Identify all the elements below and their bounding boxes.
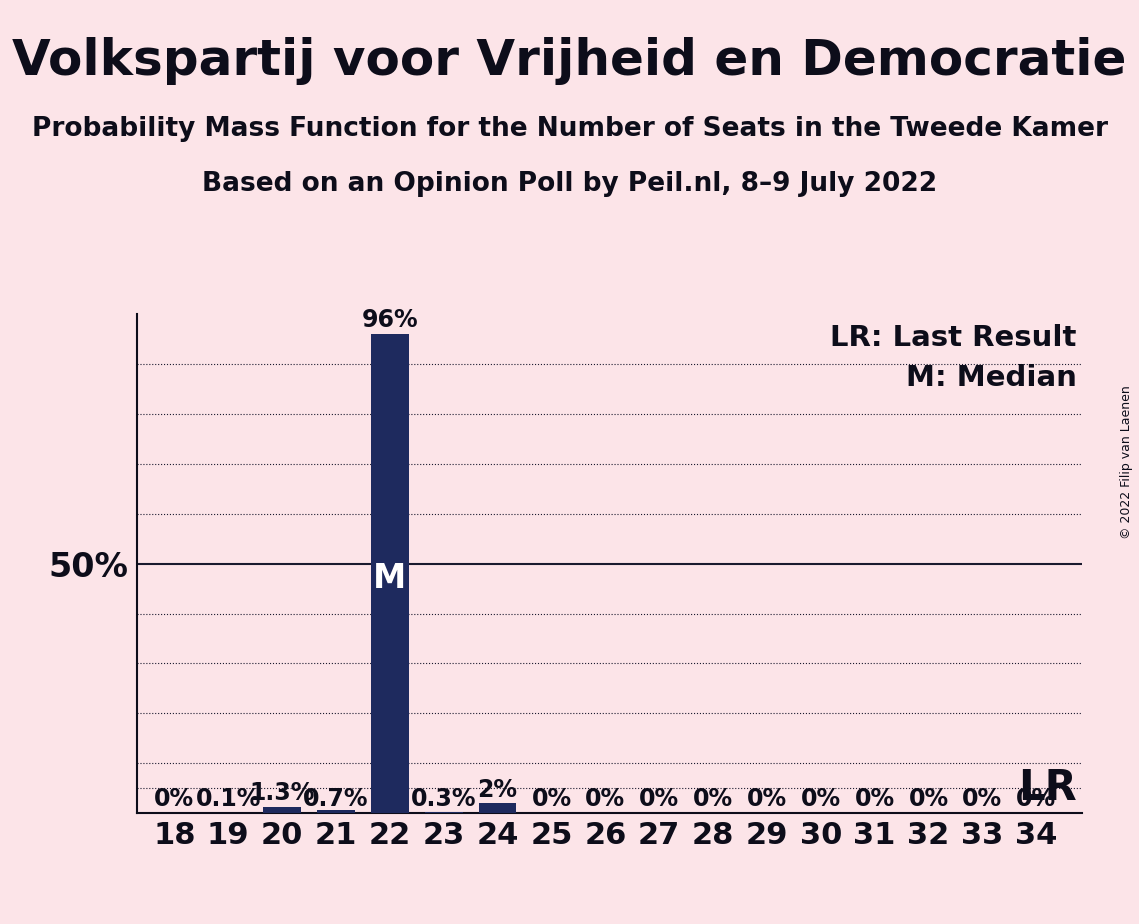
Text: 0%: 0% [154,786,195,810]
Text: 0%: 0% [585,786,625,810]
Text: 2%: 2% [477,778,517,802]
Text: 0%: 0% [532,786,572,810]
Text: 0.7%: 0.7% [303,786,369,810]
Text: M: M [374,562,407,595]
Text: 0.3%: 0.3% [411,786,476,810]
Text: LR: Last Result: LR: Last Result [830,324,1076,352]
Text: Probability Mass Function for the Number of Seats in the Tweede Kamer: Probability Mass Function for the Number… [32,116,1107,141]
Text: 0.1%: 0.1% [196,786,261,810]
Text: 0%: 0% [962,786,1002,810]
Text: © 2022 Filip van Laenen: © 2022 Filip van Laenen [1121,385,1133,539]
Text: 96%: 96% [361,308,418,332]
Bar [425,811,462,813]
Text: LR: LR [1018,767,1076,809]
Bar [371,334,409,813]
Text: 0%: 0% [639,786,679,810]
Text: M: Median: M: Median [906,364,1076,392]
Text: 0%: 0% [909,786,949,810]
Text: Volkspartij voor Vrijheid en Democratie: Volkspartij voor Vrijheid en Democratie [13,37,1126,85]
Text: 1.3%: 1.3% [249,781,314,805]
Bar [317,809,355,813]
Text: 0%: 0% [1016,786,1056,810]
Text: Based on an Opinion Poll by Peil.nl, 8–9 July 2022: Based on an Opinion Poll by Peil.nl, 8–9… [202,171,937,197]
Bar [478,803,516,813]
Text: 0%: 0% [693,786,734,810]
Bar [263,807,301,813]
Text: 0%: 0% [854,786,895,810]
Text: 0%: 0% [801,786,841,810]
Text: 0%: 0% [747,786,787,810]
